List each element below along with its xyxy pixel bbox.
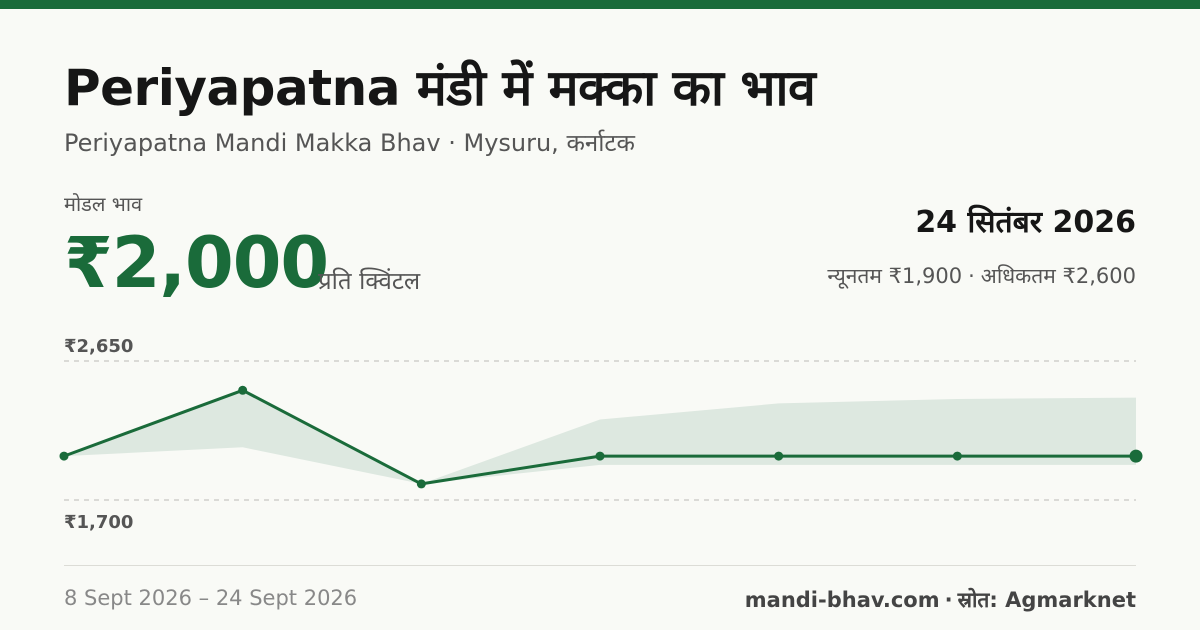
latest-price-point <box>1129 449 1143 463</box>
top-accent-bar <box>0 0 1200 9</box>
data-source: स्रोत: Agmarknet <box>957 588 1136 612</box>
price-unit: प्रति क्विंटल <box>318 267 421 295</box>
price-range: न्यूनतम ₹1,900 · अधिकतम ₹2,600 <box>827 262 1136 290</box>
max-price: अधिकतम ₹2,600 <box>980 264 1136 288</box>
y-tick-labels: ₹2,650 ₹1,700 <box>64 336 133 533</box>
modal-price-points <box>59 385 1143 489</box>
page-title: Periyapatna मंडी में मक्का का भाव <box>64 59 816 117</box>
price-point <box>238 385 248 395</box>
min-price: न्यूनतम ₹1,900 <box>827 264 963 288</box>
price-trend-chart: ₹2,650 ₹1,700 <box>59 336 1143 533</box>
page-subtitle: Periyapatna Mandi Makka Bhav · Mysuru, क… <box>64 129 635 157</box>
price-date: 24 सितंबर 2026 <box>915 205 1136 240</box>
model-price-value: ₹2,000 <box>64 222 329 304</box>
price-point <box>952 451 962 461</box>
footer-date-range: 8 Sept 2026 – 24 Sept 2026 <box>64 586 358 610</box>
range-separator: · <box>968 264 975 288</box>
footer-credit: mandi-bhav.com · स्रोत: Agmarknet <box>745 586 1136 614</box>
price-point <box>595 451 605 461</box>
y-tick-label: ₹1,700 <box>64 512 133 533</box>
gridlines <box>64 360 1136 501</box>
price-point <box>416 479 426 489</box>
y-tick-label: ₹2,650 <box>64 336 133 357</box>
site-name: mandi-bhav.com <box>744 588 940 612</box>
footer-separator: · <box>944 588 953 612</box>
footer-divider <box>64 565 1136 566</box>
min-max-range-band <box>64 390 1136 484</box>
model-price-label: मोडल भाव <box>64 192 143 216</box>
price-point <box>59 451 69 461</box>
price-point <box>774 451 784 461</box>
